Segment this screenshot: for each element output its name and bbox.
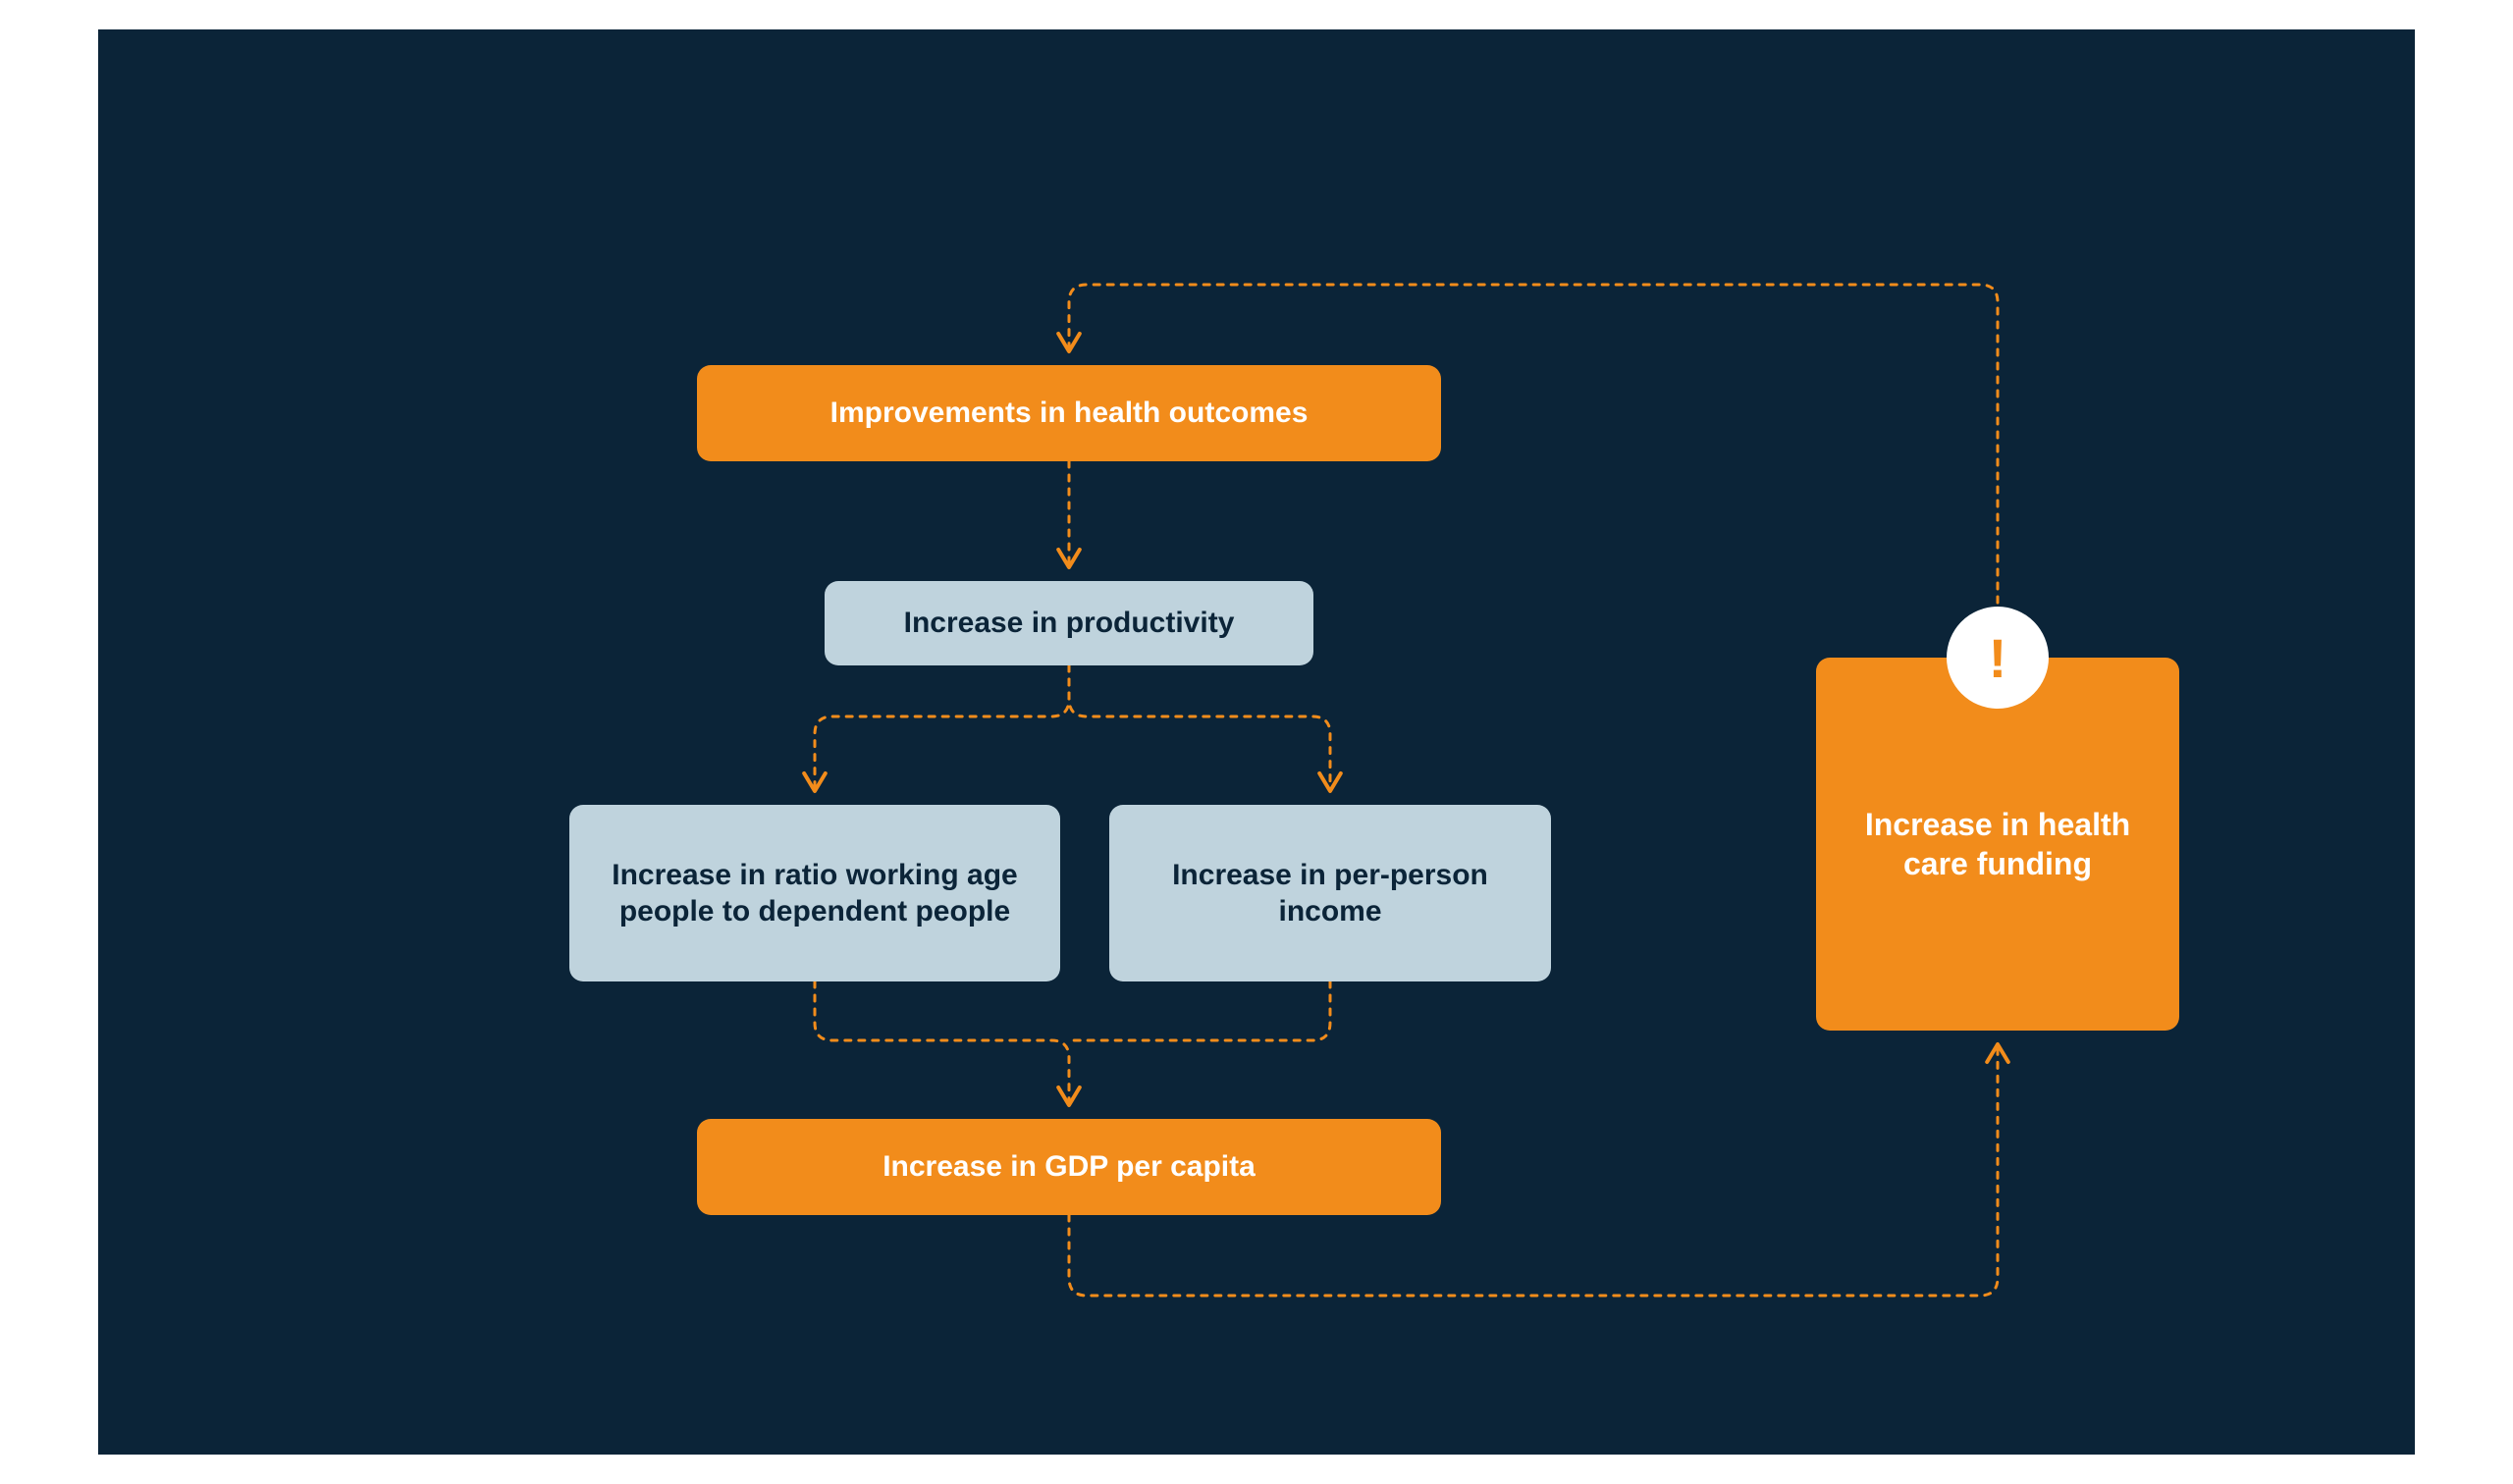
node-label: Increase in GDP per capita	[882, 1148, 1256, 1186]
node-label: Increase in ratio working age people to …	[597, 857, 1033, 930]
node-label: Increase in health care funding	[1844, 805, 2152, 883]
exclamation-icon: !	[1989, 626, 2007, 690]
node-label: Increase in per-person income	[1137, 857, 1524, 930]
node-improvements: Improvements in health outcomes	[697, 365, 1441, 461]
node-productivity: Increase in productivity	[825, 581, 1313, 665]
node-label: Improvements in health outcomes	[830, 395, 1309, 432]
node-ratio: Increase in ratio working age people to …	[569, 805, 1060, 981]
node-funding: Increase in health care funding	[1816, 658, 2179, 1031]
node-gdp: Increase in GDP per capita	[697, 1119, 1441, 1215]
node-label: Increase in productivity	[904, 605, 1235, 642]
node-income: Increase in per-person income	[1109, 805, 1551, 981]
alert-badge: !	[1947, 607, 2049, 709]
diagram-canvas: Improvements in health outcomes Increase…	[0, 0, 2513, 1484]
